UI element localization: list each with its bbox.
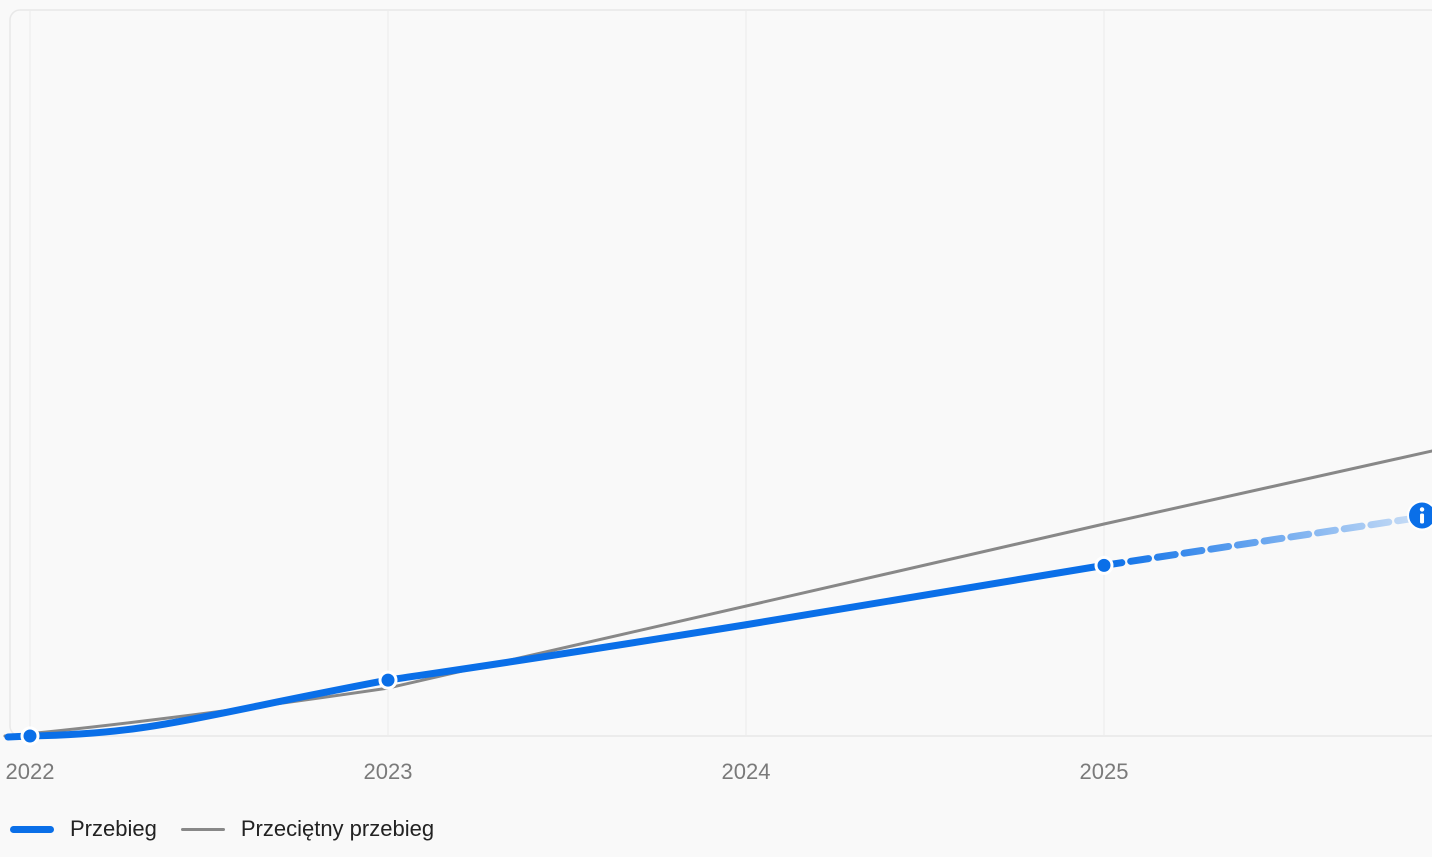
data-point-przebieg-1	[378, 670, 398, 690]
x-tick-label-2022: 2022	[6, 759, 55, 784]
legend-item-przebieg[interactable]: Przebieg	[10, 816, 157, 842]
series-projection-przebieg	[1100, 513, 1423, 569]
info-icon	[1407, 500, 1432, 531]
x-tick-label-2025: 2025	[1080, 759, 1129, 784]
legend-label-przebieg: Przebieg	[70, 816, 157, 841]
legend-item-przecietny-przebieg[interactable]: Przeciętny przebieg	[180, 816, 435, 842]
chart-legend: Przebieg Przeciętny przebieg	[10, 812, 458, 846]
data-point-przebieg-2	[1094, 555, 1114, 575]
legend-label-przecietny-przebieg: Przeciętny przebieg	[240, 816, 435, 841]
info-icon-dot	[1419, 507, 1425, 512]
legend-swatch-przebieg	[10, 825, 54, 833]
info-icon-stem	[1420, 513, 1425, 524]
x-tick-label-2023: 2023	[364, 759, 413, 784]
data-point-przebieg-0	[20, 726, 40, 746]
plot-area	[9, 9, 1432, 737]
legend-swatch-przecietny-przebieg	[180, 827, 225, 831]
series-line-przecietny-przebieg	[3, 449, 1432, 738]
x-tick-label-2024: 2024	[722, 759, 771, 784]
